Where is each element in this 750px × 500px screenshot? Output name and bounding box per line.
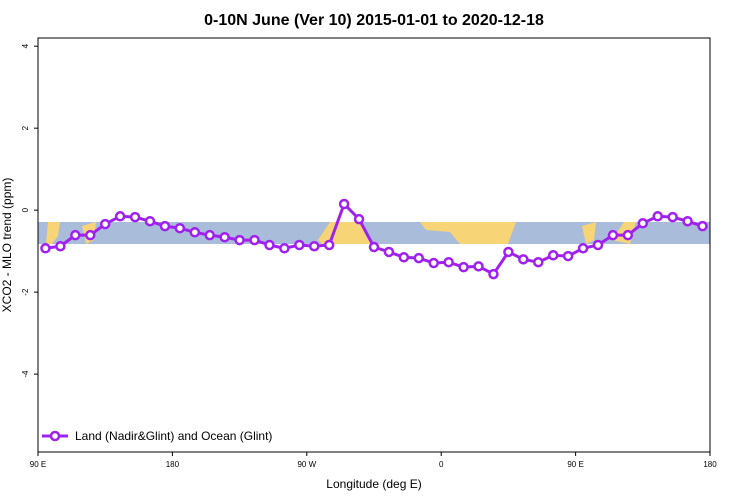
data-point [279,243,290,254]
y-tick-label: -2 [21,288,30,296]
plot-frame [37,37,711,453]
data-point [99,218,111,230]
data-point [234,234,245,246]
data-point [413,252,425,264]
data-point [353,213,365,225]
data-point [607,229,619,241]
data-point [443,256,454,268]
data-point [577,243,589,254]
data-point [294,239,305,251]
data-point [518,254,529,265]
data-point [70,229,81,241]
data-point [398,252,410,263]
data-point [697,220,708,232]
data-point [114,211,126,222]
chart-title: 0-10N June (Ver 10) 2015-01-01 to 2020-1… [204,12,544,29]
data-point [309,240,320,252]
data-point [85,229,96,241]
y-tick-label: -4 [21,370,30,378]
data-point [159,220,171,232]
x-tick-label: 90 W [297,460,316,469]
data-point [652,211,663,222]
x-tick-label: 180 [703,460,717,469]
y-tick-label: 4 [21,43,30,48]
data-point [338,198,350,210]
data-point [562,250,574,262]
data-point [458,261,469,273]
y-tick-label: 2 [21,125,30,130]
x-tick-label: 0 [439,460,444,469]
data-point [368,241,380,253]
x-tick-label: 90 E [30,460,46,469]
data-point [488,268,499,280]
data-point [473,261,484,272]
data-point [174,222,186,234]
data-point [592,239,604,251]
data-point [55,240,66,252]
data-point [323,239,335,251]
x-tick-label: 180 [166,460,180,469]
data-point [264,239,275,251]
data-point [533,256,544,268]
legend-marker [49,430,61,442]
data-point [219,231,230,243]
x-axis-label: Longitude (deg E) [326,477,421,491]
data-point [129,211,141,223]
data-point [428,257,439,269]
x-tick-label: 90 E [567,460,583,469]
data-point [622,229,634,241]
data-point [189,227,201,238]
data-point [383,246,395,258]
data-point [637,218,649,229]
data-point [204,229,215,241]
data-point [40,243,51,254]
data-point [503,246,514,258]
data-point [249,234,260,246]
y-axis-label: XCO2 - MLO trend (ppm) [0,178,14,313]
legend-label: Land (Nadir&Glint) and Ocean (Glint) [75,429,272,443]
data-point [667,211,678,223]
data-point [144,215,156,227]
y-tick-label: 0 [21,207,30,212]
data-point [547,249,559,261]
data-point [682,215,693,227]
